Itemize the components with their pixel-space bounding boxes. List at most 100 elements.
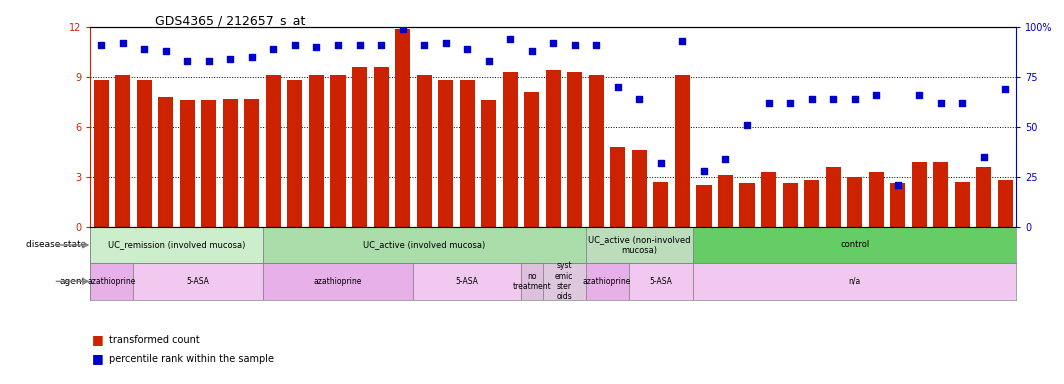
Bar [159,97,173,227]
Bar [413,263,521,300]
Point [93,42,110,48]
Text: no
treatment: no treatment [513,271,551,291]
Bar [585,227,694,263]
Bar [94,80,109,227]
Point [717,156,734,162]
Bar [697,185,712,227]
Bar [761,172,776,227]
Bar [739,184,754,227]
Point [760,100,777,106]
Bar [180,100,195,227]
Point [587,42,604,48]
Point [351,42,368,48]
Bar [675,75,689,227]
Bar [263,263,413,300]
Point [696,168,713,174]
Point [437,40,454,46]
Bar [588,75,604,227]
Bar [585,263,629,300]
Point [222,56,239,62]
Bar [543,263,585,300]
Bar [395,28,410,227]
Bar [546,70,561,227]
Text: 5-ASA: 5-ASA [455,277,479,286]
Point [502,36,519,42]
Point [953,100,970,106]
Bar [133,263,263,300]
Point [867,92,884,98]
Bar [782,184,798,227]
Text: agent: agent [60,277,86,286]
Point [825,96,842,102]
Text: azathioprine: azathioprine [583,277,631,286]
Bar [331,75,346,227]
Bar [804,180,819,227]
Point [136,46,153,52]
Text: UC_active (involved mucosa): UC_active (involved mucosa) [363,240,485,250]
Bar [525,92,539,227]
Bar [694,263,1016,300]
Bar [653,182,668,227]
Bar [502,72,518,227]
Bar [90,227,263,263]
Point [997,86,1014,92]
Point [523,48,541,54]
Bar [567,72,582,227]
Point [890,182,907,188]
Bar [868,172,884,227]
Point [307,44,325,50]
Text: 5-ASA: 5-ASA [649,277,672,286]
Point [782,100,799,106]
Bar [309,75,325,227]
Point [244,54,261,60]
Bar [954,182,969,227]
Point [394,26,411,32]
Bar [222,99,238,227]
Bar [373,67,388,227]
Point [545,40,562,46]
Point [459,46,476,52]
Bar [826,167,841,227]
Bar [245,99,260,227]
Bar [90,263,133,300]
Bar [287,80,302,227]
Text: GDS4365 / 212657_s_at: GDS4365 / 212657_s_at [155,14,305,27]
Bar [266,75,281,227]
Bar [136,80,152,227]
Point [803,96,820,102]
Point [674,38,691,44]
Point [179,58,196,64]
Bar [352,67,367,227]
Point [566,42,583,48]
Point [976,154,993,160]
Bar [201,100,216,227]
Bar [611,147,626,227]
Text: n/a: n/a [848,277,861,286]
Point [286,42,303,48]
Bar [481,100,496,227]
Point [652,160,669,166]
Point [610,84,627,90]
Text: ■: ■ [92,353,103,366]
Text: azathioprine: azathioprine [314,277,362,286]
Point [416,42,433,48]
Bar [629,263,694,300]
Point [265,46,282,52]
Point [846,96,863,102]
Point [631,96,648,102]
Text: UC_active (non-involved
mucosa): UC_active (non-involved mucosa) [588,235,691,255]
Text: transformed count: transformed count [109,335,199,345]
Bar [694,227,1016,263]
Text: control: control [841,240,869,250]
Text: 5-ASA: 5-ASA [186,277,210,286]
Bar [417,75,432,227]
Point [911,92,928,98]
Bar [998,180,1013,227]
Bar [847,177,862,227]
Bar [263,227,585,263]
Point [932,100,949,106]
Bar [460,80,475,227]
Text: percentile rank within the sample: percentile rank within the sample [109,354,273,364]
Text: syst
emic
ster
oids: syst emic ster oids [554,261,573,301]
Text: azathioprine: azathioprine [87,277,136,286]
